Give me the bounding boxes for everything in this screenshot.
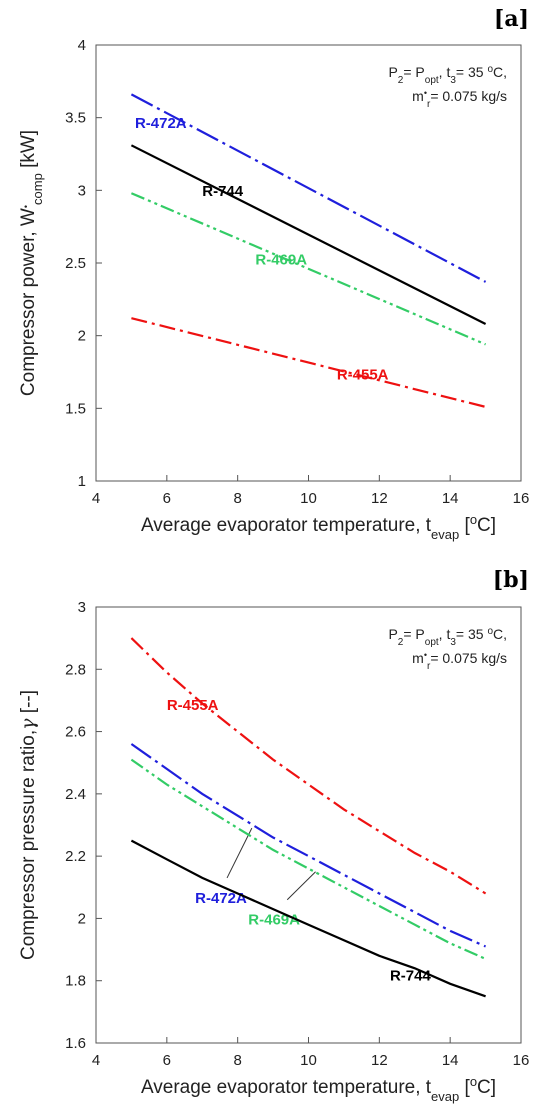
y-tick-label: 2.6 xyxy=(65,724,86,741)
y-tick-label: 2 xyxy=(78,910,86,927)
y-axis-label: Compressor pressure ratio,γ [--] xyxy=(17,690,39,960)
plot-frame xyxy=(95,606,522,1044)
x-tick-label: 12 xyxy=(371,1052,388,1069)
series-line-r-455a xyxy=(131,317,486,408)
series-label-r-744: R-744 xyxy=(390,968,432,985)
series-label-r-455a: R-455A xyxy=(337,366,389,383)
x-tick-label: 8 xyxy=(233,490,241,507)
x-tick-label: 6 xyxy=(163,490,171,507)
x-tick-label: 12 xyxy=(371,490,388,507)
y-tick-label: 2 xyxy=(78,328,86,345)
series-line-r-469a xyxy=(130,192,487,346)
series-line-r-744 xyxy=(130,839,486,998)
series-line-r-469a xyxy=(130,758,487,960)
conditions-annotation-line1: P2= Popt, t3= 35 oC, xyxy=(388,626,507,648)
conditions-annotation-line2: m•r= 0.075 kg/s xyxy=(412,88,507,110)
y-tick-label: 1.6 xyxy=(65,1035,86,1052)
panel-tag: [b] xyxy=(493,567,529,593)
y-tick-label: 3.5 xyxy=(65,110,86,127)
x-axis-label: Average evaporator temperature, tevap [o… xyxy=(141,512,496,542)
series-leader-line xyxy=(226,827,253,879)
x-tick-label: 10 xyxy=(300,490,317,507)
series-line-r-744 xyxy=(130,144,487,325)
y-tick-label: 1 xyxy=(78,473,86,490)
x-tick-label: 4 xyxy=(92,1052,100,1069)
y-tick-label: 2.5 xyxy=(65,255,86,272)
panel-a: [a] 4 6 8 10 12 14 16 1 1.5 2 2.5 3 3.5 4 Average evapo… xyxy=(18,6,529,542)
x-tick-label: 14 xyxy=(442,490,459,507)
x-tick-label: 4 xyxy=(92,490,100,507)
y-tick-label: 4 xyxy=(78,37,86,54)
conditions-annotation-line2: m•r= 0.075 kg/s xyxy=(412,650,507,672)
x-tick-label: 6 xyxy=(163,1052,171,1069)
y-tick-label: 1.8 xyxy=(65,973,86,990)
y-tick-label: 1.5 xyxy=(65,400,86,417)
panel-b: [b] 4 6 8 10 12 14 16 1.6 1.8 2 2.2 2.4 2.6 2.8 3 Averag… xyxy=(17,567,529,1104)
y-axis-label: Compressor power, W•comp [kW] xyxy=(18,130,45,396)
conditions-annotation-line1: P2= Popt, t3= 35 oC, xyxy=(388,64,507,86)
series-leader-line xyxy=(286,871,316,901)
series-label-r-469a: R-469A xyxy=(255,251,307,268)
series-line-r-472a xyxy=(130,743,487,948)
panel-tag: [a] xyxy=(494,6,529,32)
x-tick-label: 10 xyxy=(300,1052,317,1069)
series-label-r-472a: R-472A xyxy=(135,115,187,132)
series-label-r-455a: R-455A xyxy=(167,697,219,714)
y-tick-label: 2.2 xyxy=(65,848,86,865)
series-label-r-472a: R-472A xyxy=(195,890,247,907)
x-tick-label: 16 xyxy=(513,1052,530,1069)
y-tick-label: 2.8 xyxy=(65,661,86,678)
y-tick-label: 3 xyxy=(78,182,86,199)
series-label-r-744: R-744 xyxy=(202,183,244,200)
x-tick-label: 14 xyxy=(442,1052,459,1069)
x-axis-label: Average evaporator temperature, tevap [o… xyxy=(141,1074,496,1104)
series-line-r-455a xyxy=(130,637,487,895)
y-tick-label: 3 xyxy=(78,599,86,616)
series-line-r-472a xyxy=(130,93,487,283)
series-label-r-469a: R-469A xyxy=(248,912,300,929)
y-tick-label: 2.4 xyxy=(65,786,86,803)
x-tick-label: 16 xyxy=(513,490,530,507)
x-tick-label: 8 xyxy=(233,1052,241,1069)
plot-frame xyxy=(95,44,522,482)
